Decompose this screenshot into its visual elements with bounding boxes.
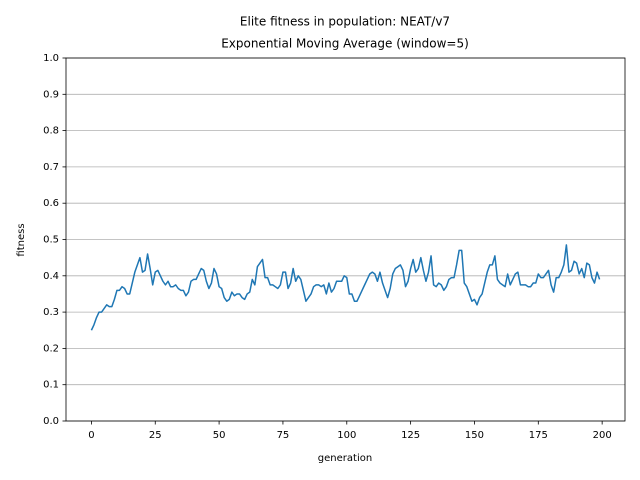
x-tick-label: 125: [401, 430, 420, 441]
chart-title: Elite fitness in population: NEAT/v7: [240, 15, 450, 29]
x-axis-label: generation: [318, 453, 372, 464]
y-tick-label: 0.5: [43, 235, 59, 246]
y-tick-label: 0.6: [43, 198, 59, 209]
x-tick-label: 75: [277, 430, 290, 441]
y-axis-label: fitness: [16, 223, 27, 256]
y-tick-label: 0.1: [43, 380, 59, 391]
x-tick-label: 50: [213, 430, 226, 441]
plot-frame: [65, 57, 626, 422]
y-tick-label: 0.8: [43, 126, 59, 137]
y-tick-label: 1.0: [43, 53, 59, 64]
x-tick-label: 0: [88, 430, 94, 441]
x-tick-label: 100: [337, 430, 356, 441]
y-tick-label: 0.9: [43, 89, 59, 100]
x-tick-label: 150: [465, 430, 484, 441]
data-line: [90, 244, 601, 331]
y-tick-label: 0.2: [43, 343, 59, 354]
x-tick-label: 25: [149, 430, 162, 441]
chart-subtitle: Exponential Moving Average (window=5): [221, 37, 469, 51]
y-tick-label: 0.3: [43, 307, 59, 318]
y-tick-label: 0.7: [43, 162, 59, 173]
x-tick-label: 175: [529, 430, 548, 441]
y-tick-label: 0.4: [43, 271, 59, 282]
x-tick-label: 200: [593, 430, 612, 441]
y-tick-label: 0.0: [43, 416, 59, 427]
